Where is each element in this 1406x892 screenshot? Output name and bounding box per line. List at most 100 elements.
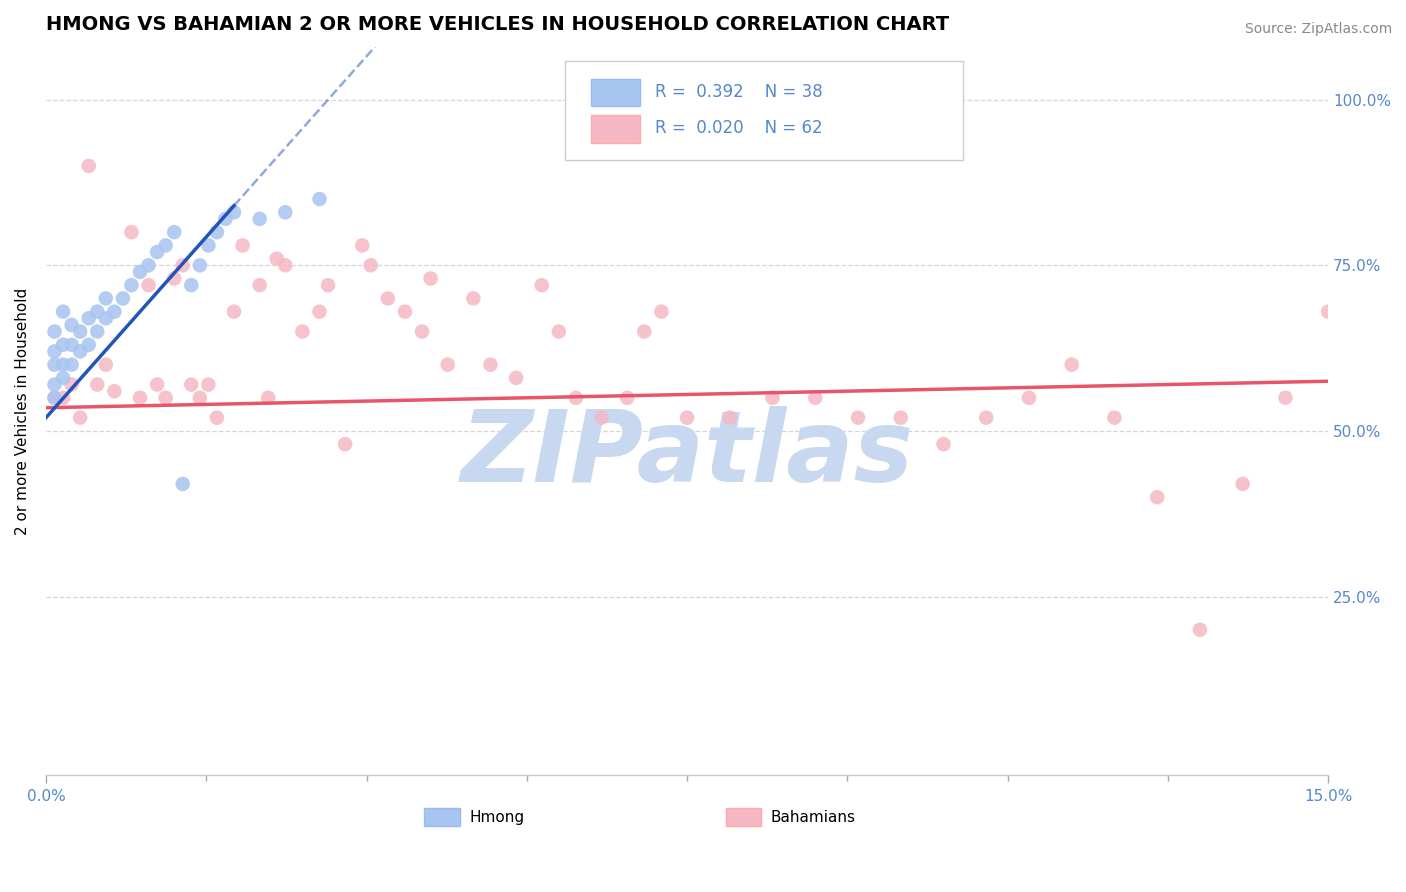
Text: Source: ZipAtlas.com: Source: ZipAtlas.com — [1244, 22, 1392, 37]
Point — [52, 304, 75, 318]
Point — [274, 258, 297, 272]
Point — [52, 358, 75, 372]
Point — [291, 325, 314, 339]
FancyBboxPatch shape — [565, 62, 963, 160]
Point — [676, 410, 699, 425]
FancyBboxPatch shape — [725, 808, 762, 826]
Point — [804, 391, 827, 405]
Point — [188, 391, 211, 405]
Point — [44, 391, 66, 405]
Point — [249, 278, 271, 293]
Point — [86, 325, 108, 339]
Point — [103, 304, 125, 318]
Point — [1146, 490, 1168, 504]
Point — [257, 391, 280, 405]
Point — [411, 325, 433, 339]
Point — [1232, 476, 1254, 491]
Point — [77, 338, 100, 352]
Point — [1317, 304, 1340, 318]
Point — [69, 344, 91, 359]
Text: Hmong: Hmong — [470, 810, 524, 825]
Point — [616, 391, 638, 405]
Point — [846, 410, 869, 425]
Point — [44, 325, 66, 339]
Text: HMONG VS BAHAMIAN 2 OR MORE VEHICLES IN HOUSEHOLD CORRELATION CHART: HMONG VS BAHAMIAN 2 OR MORE VEHICLES IN … — [46, 15, 949, 34]
Point — [129, 391, 152, 405]
Point — [890, 410, 912, 425]
Text: R =  0.020    N = 62: R = 0.020 N = 62 — [655, 120, 823, 137]
Point — [188, 258, 211, 272]
Point — [249, 211, 271, 226]
Point — [52, 391, 75, 405]
Point — [69, 410, 91, 425]
Point — [1018, 391, 1040, 405]
Point — [94, 311, 117, 326]
Point — [44, 377, 66, 392]
Point — [505, 371, 527, 385]
Point — [530, 278, 553, 293]
Point — [436, 358, 458, 372]
Point — [77, 311, 100, 326]
Point — [274, 205, 297, 219]
Point — [232, 238, 254, 252]
Point — [197, 238, 219, 252]
Text: ZIPatlas: ZIPatlas — [461, 406, 914, 503]
Point — [352, 238, 374, 252]
Point — [180, 278, 202, 293]
Point — [932, 437, 955, 451]
Point — [155, 391, 177, 405]
Point — [163, 225, 186, 239]
Point — [197, 377, 219, 392]
Point — [214, 211, 236, 226]
Point — [60, 377, 83, 392]
Point — [1104, 410, 1126, 425]
Point — [60, 318, 83, 332]
Point — [138, 258, 160, 272]
Point — [86, 304, 108, 318]
Point — [146, 377, 169, 392]
Point — [138, 278, 160, 293]
FancyBboxPatch shape — [591, 115, 640, 143]
Point — [394, 304, 416, 318]
Point — [94, 292, 117, 306]
Point — [155, 238, 177, 252]
Point — [205, 225, 228, 239]
Point — [44, 344, 66, 359]
Point — [146, 245, 169, 260]
Point — [103, 384, 125, 399]
Point — [44, 391, 66, 405]
Point — [52, 371, 75, 385]
Point — [718, 410, 741, 425]
Point — [360, 258, 382, 272]
Point — [377, 292, 399, 306]
Point — [1188, 623, 1211, 637]
Text: Bahamians: Bahamians — [770, 810, 855, 825]
Point — [266, 252, 288, 266]
Point — [419, 271, 441, 285]
Point — [547, 325, 569, 339]
FancyBboxPatch shape — [591, 78, 640, 106]
Point — [60, 358, 83, 372]
Point — [120, 225, 142, 239]
Point — [86, 377, 108, 392]
Point — [69, 325, 91, 339]
Point — [650, 304, 672, 318]
Point — [591, 410, 613, 425]
Point — [205, 410, 228, 425]
Y-axis label: 2 or more Vehicles in Household: 2 or more Vehicles in Household — [15, 287, 30, 534]
Point — [308, 192, 330, 206]
Point — [129, 265, 152, 279]
Point — [1060, 358, 1083, 372]
Point — [52, 338, 75, 352]
Point — [44, 358, 66, 372]
Point — [633, 325, 655, 339]
Point — [308, 304, 330, 318]
Point — [222, 304, 245, 318]
Point — [316, 278, 339, 293]
Point — [172, 476, 194, 491]
Point — [163, 271, 186, 285]
Point — [180, 377, 202, 392]
Point — [1274, 391, 1296, 405]
FancyBboxPatch shape — [425, 808, 460, 826]
Point — [77, 159, 100, 173]
